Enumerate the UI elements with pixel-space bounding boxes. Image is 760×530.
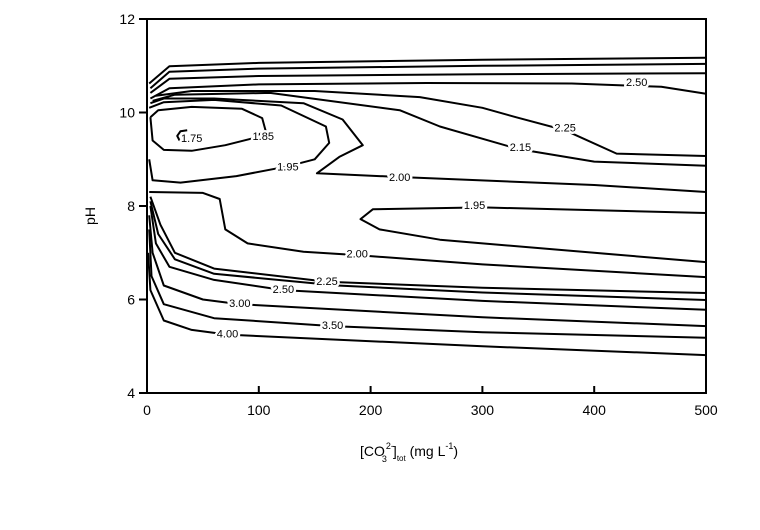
contour-label: 2.00: [346, 249, 367, 261]
contour-label: 1.85: [253, 131, 274, 143]
x-axis: 0 100 200 300 400 500: [143, 386, 718, 418]
contour-line: [148, 229, 707, 339]
contour-label: 2.25: [316, 276, 337, 288]
x-tick-label: 200: [359, 402, 383, 418]
contour-line: [148, 56, 707, 85]
contour-line: [149, 82, 707, 100]
contour-line: [176, 129, 188, 143]
contour-line: [149, 205, 707, 311]
contour-label: 3.00: [229, 298, 250, 310]
contour-line: [147, 252, 707, 357]
contour-line: [149, 72, 707, 94]
contour-label: 2.50: [273, 284, 294, 296]
contour-label: 1.95: [277, 162, 298, 174]
contour-label: 2.00: [389, 172, 410, 184]
contour-line: [150, 97, 707, 193]
contour-label: 1.75: [181, 133, 202, 145]
contour-line: [359, 206, 707, 264]
contour-label: 2.25: [554, 122, 575, 134]
contour-label: 4.00: [217, 329, 238, 341]
y-tick-label: 8: [127, 198, 135, 214]
contour-line: [149, 62, 707, 89]
y-tick-label: 12: [119, 11, 135, 27]
contour-lines: [147, 56, 707, 357]
y-axis-label: pH: [82, 207, 98, 225]
x-axis-label: [CO2-3]tot (mg L-1): [360, 441, 458, 464]
contour-line: [148, 215, 707, 328]
y-axis: 4 6 8 10 12: [119, 11, 147, 401]
contour-line: [155, 90, 707, 157]
y-tick-label: 6: [127, 292, 135, 308]
contour-line: [148, 98, 331, 184]
contour-line: [149, 196, 707, 294]
y-tick-label: 4: [127, 385, 135, 401]
x-tick-label: 300: [471, 402, 495, 418]
contour-label: 2.50: [626, 77, 647, 89]
contour-line: [149, 105, 267, 152]
x-tick-label: 0: [143, 402, 151, 418]
contour-line: [152, 91, 707, 167]
contour-line: [149, 201, 707, 301]
contour-labels: 1.75 1.85 1.95 2.00 2.15 2.25 2.50 1.95 2.00 2.25…: [179, 75, 650, 344]
contour-label: 3.50: [322, 320, 343, 332]
x-tick-label: 500: [694, 402, 718, 418]
x-tick-label: 400: [583, 402, 607, 418]
contour-label: 1.95: [464, 200, 485, 212]
x-tick-label: 100: [247, 402, 271, 418]
contour-line: [149, 191, 707, 279]
y-tick-label: 10: [119, 105, 135, 121]
contour-label: 2.15: [510, 142, 531, 154]
